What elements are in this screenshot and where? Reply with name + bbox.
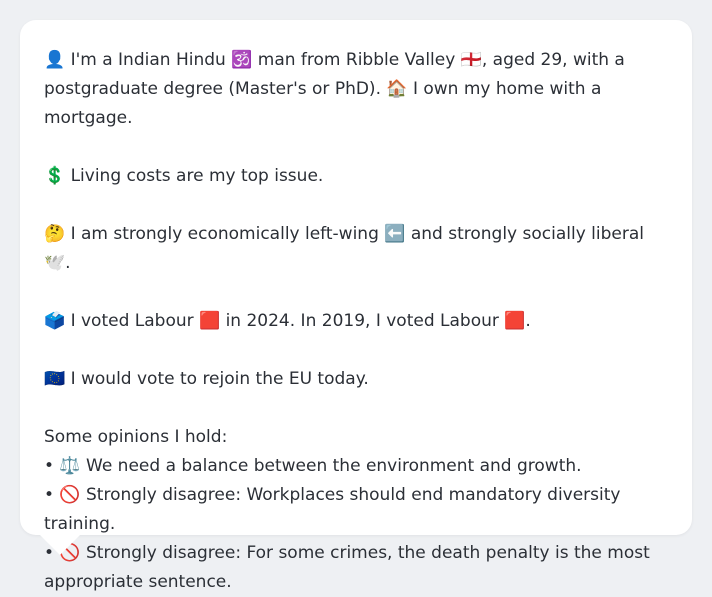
profile-message-bubble: 👤 I'm a Indian Hindu 🕉️ man from Ribble …: [20, 20, 692, 592]
opinion-item: • 🚫 Strongly disagree: Workplaces should…: [44, 485, 621, 534]
bubble-tail: [40, 535, 80, 555]
profile-ideology: 🤔 I am strongly economically left-wing ⬅…: [44, 224, 644, 273]
profile-eu-stance: 🇪🇺 I would vote to rejoin the EU today.: [44, 369, 369, 389]
profile-intro: 👤 I'm a Indian Hindu 🕉️ man from Ribble …: [44, 50, 625, 128]
profile-votes: 🗳️ I voted Labour 🟥 in 2024. In 2019, I …: [44, 311, 531, 331]
opinion-item: • ⚖️ We need a balance between the envir…: [44, 456, 582, 476]
profile-top-issue: 💲 Living costs are my top issue.: [44, 166, 324, 186]
opinions-list: • ⚖️ We need a balance between the envir…: [44, 452, 668, 597]
opinions-heading: Some opinions I hold:: [44, 427, 228, 447]
opinion-item: • 🚫 Strongly disagree: For some crimes, …: [44, 543, 650, 592]
